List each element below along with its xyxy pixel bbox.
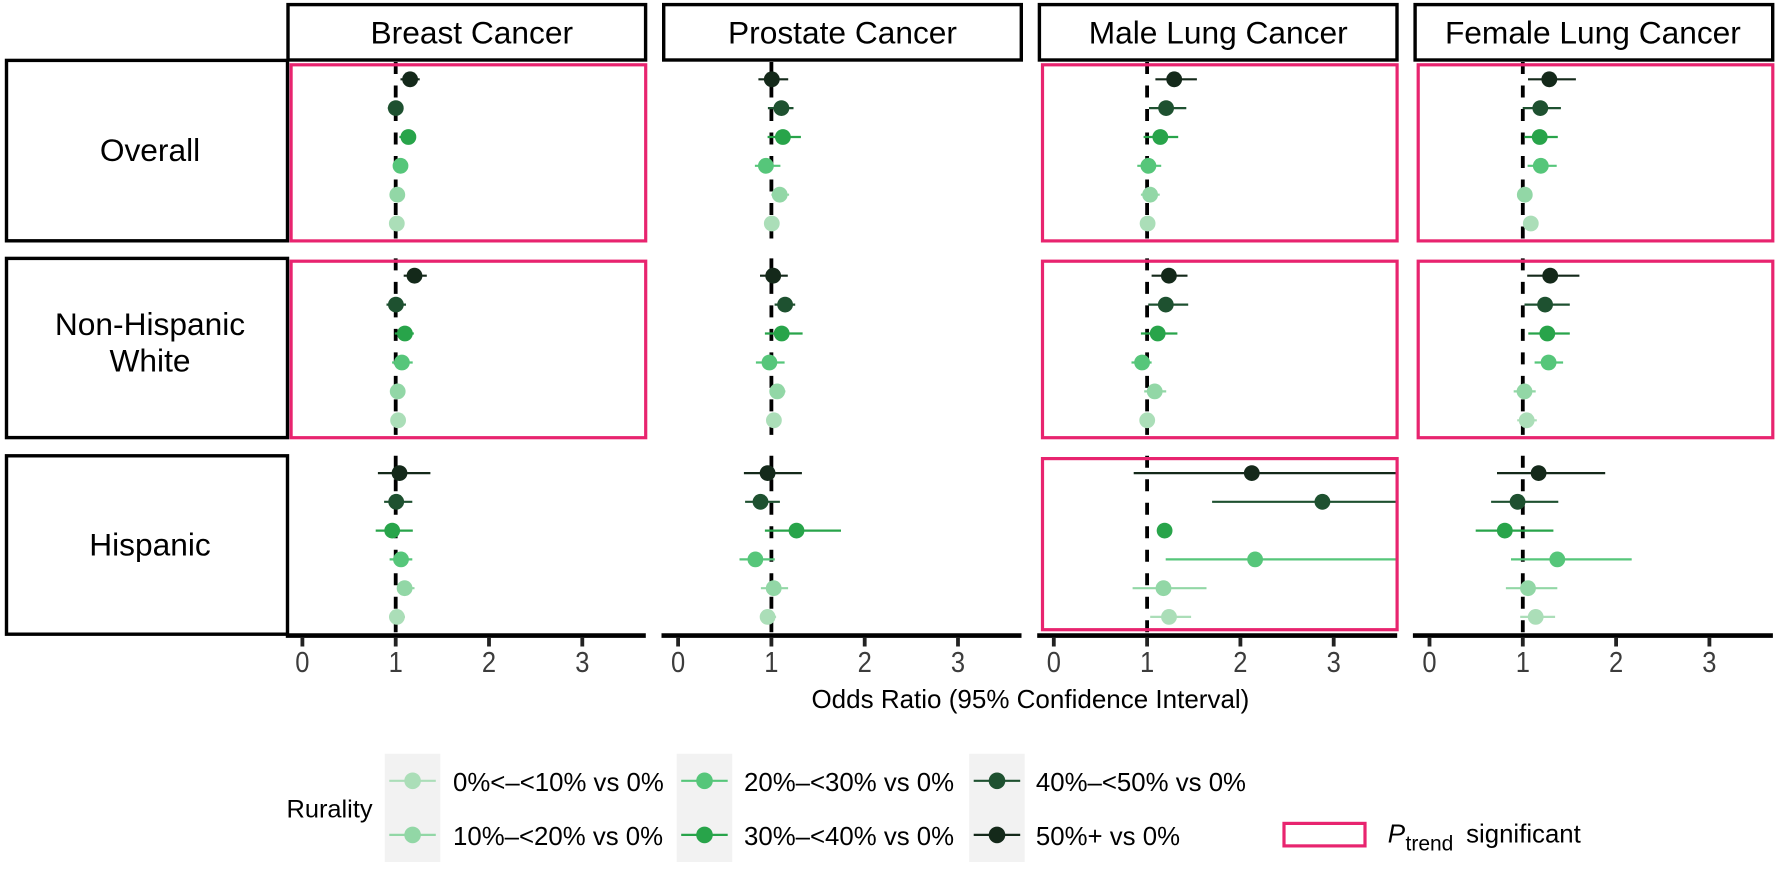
svg-text:10%–<20% vs 0%: 10%–<20% vs 0% bbox=[453, 823, 663, 851]
svg-text:Rurality: Rurality bbox=[287, 796, 373, 824]
svg-text:2: 2 bbox=[482, 645, 496, 678]
svg-text:Odds Ratio (95% Confidence Int: Odds Ratio (95% Confidence Interval) bbox=[811, 684, 1249, 714]
svg-text:Female Lung Cancer: Female Lung Cancer bbox=[1445, 15, 1741, 51]
svg-text:Overall: Overall bbox=[100, 132, 200, 168]
svg-text:1: 1 bbox=[764, 645, 778, 678]
svg-text:3: 3 bbox=[951, 645, 965, 678]
svg-text:30%–<40% vs 0%: 30%–<40% vs 0% bbox=[744, 823, 954, 851]
svg-text:Hispanic: Hispanic bbox=[89, 527, 211, 563]
svg-text:0: 0 bbox=[295, 645, 309, 678]
svg-text:50%+ vs 0%: 50%+ vs 0% bbox=[1036, 823, 1180, 851]
svg-text:3: 3 bbox=[575, 645, 589, 678]
svg-text:1: 1 bbox=[389, 645, 403, 678]
svg-text:Prostate Cancer: Prostate Cancer bbox=[728, 15, 957, 51]
svg-text:Breast Cancer: Breast Cancer bbox=[371, 15, 574, 51]
svg-text:3: 3 bbox=[1702, 645, 1716, 678]
svg-text:0: 0 bbox=[1047, 645, 1061, 678]
svg-text:trend: trend bbox=[1406, 833, 1454, 856]
svg-text:Male Lung Cancer: Male Lung Cancer bbox=[1089, 15, 1348, 51]
svg-text:2: 2 bbox=[858, 645, 872, 678]
svg-text:20%–<30% vs 0%: 20%–<30% vs 0% bbox=[744, 769, 954, 797]
svg-text:P: P bbox=[1388, 818, 1406, 848]
svg-text:1: 1 bbox=[1140, 645, 1154, 678]
svg-text:significant: significant bbox=[1466, 820, 1581, 848]
svg-text:1: 1 bbox=[1516, 645, 1530, 678]
svg-text:White: White bbox=[110, 343, 191, 379]
svg-text:0: 0 bbox=[671, 645, 685, 678]
svg-text:0%<–<10% vs 0%: 0%<–<10% vs 0% bbox=[453, 769, 664, 797]
svg-text:0: 0 bbox=[1422, 645, 1436, 678]
svg-text:2: 2 bbox=[1609, 645, 1623, 678]
svg-text:2: 2 bbox=[1233, 645, 1247, 678]
svg-text:40%–<50% vs 0%: 40%–<50% vs 0% bbox=[1036, 769, 1246, 797]
svg-text:3: 3 bbox=[1327, 645, 1341, 678]
svg-text:Non-Hispanic: Non-Hispanic bbox=[55, 306, 245, 342]
